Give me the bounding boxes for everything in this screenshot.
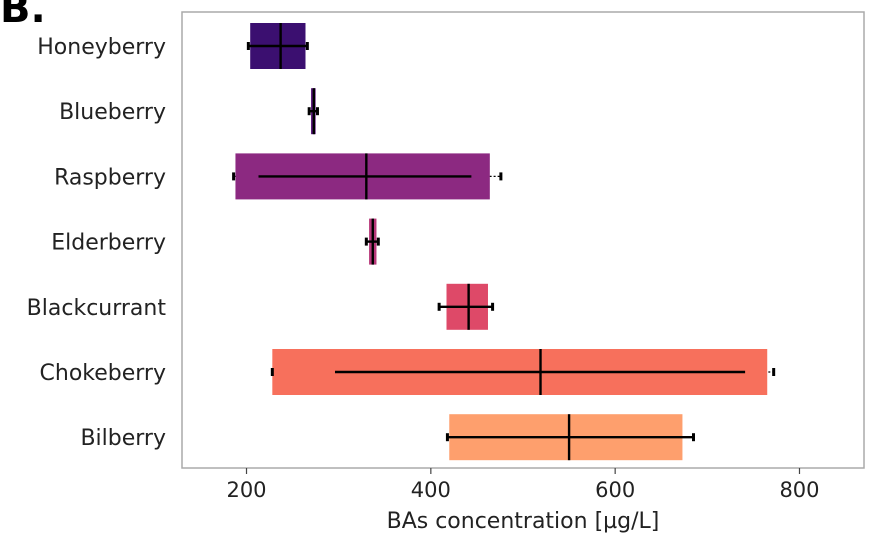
panel-label: B. — [0, 0, 46, 32]
x-tick-label-200: 200 — [226, 478, 266, 502]
box-group-blueberry — [307, 88, 319, 135]
box-group-raspberry — [232, 153, 503, 200]
y-tick-label-honeyberry: Honeyberry — [37, 35, 166, 60]
y-tick-label-raspberry: Raspberry — [54, 165, 166, 190]
box-group-bilberry — [445, 414, 695, 461]
x-axis-label: BAs concentration [µg/L] — [387, 509, 660, 534]
box-group-elderberry — [364, 218, 380, 265]
y-tick-labels: Honeyberry Blueberry Raspberry Elderberry Bl… — [27, 35, 167, 451]
box-group-chokeberry — [270, 349, 776, 395]
y-tick-label-blackcurrant: Blackcurrant — [27, 296, 167, 321]
y-tick-label-blueberry: Blueberry — [59, 100, 166, 125]
y-tick-label-elderberry: Elderberry — [51, 231, 166, 256]
box-group-blackcurrant — [437, 283, 495, 330]
y-tick-label-chokeberry: Chokeberry — [40, 361, 166, 386]
x-tick-label-600: 600 — [595, 478, 635, 502]
plot-frame — [181, 11, 865, 469]
x-tick-label-800: 800 — [779, 478, 819, 502]
x-tick-labels: 200 400 600 800 — [226, 468, 820, 502]
box-group-honeyberry — [246, 23, 309, 69]
boxes-layer — [232, 23, 776, 461]
y-tick-label-bilberry: Bilberry — [80, 426, 166, 451]
x-tick-label-400: 400 — [411, 478, 451, 502]
